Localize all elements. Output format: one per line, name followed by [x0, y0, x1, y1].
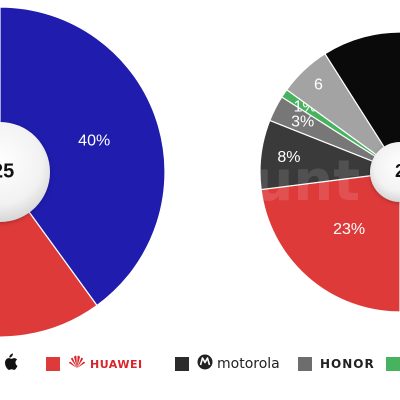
center-label: 2025: [0, 160, 14, 182]
legend-swatch: [175, 357, 189, 371]
data-label: 40%: [78, 133, 110, 150]
legend-swatch: [298, 357, 312, 371]
legend-label: HUAWEI: [90, 357, 143, 371]
pie-chart-left: 40% 2025: [0, 6, 166, 338]
pie-slice: [324, 31, 400, 174]
pie-slice: [0, 6, 166, 307]
motorola-logo-icon: [197, 354, 213, 375]
legend-swatch: [46, 357, 60, 371]
legend-swatch: [386, 357, 400, 371]
pie-slice: [260, 171, 400, 313]
data-label: 8%: [277, 149, 300, 166]
legend-item-other: [386, 350, 400, 378]
legend-label: motorola: [217, 356, 280, 372]
apple-logo-icon: [2, 353, 18, 376]
legend-item-motorola: motorola: [175, 350, 280, 378]
data-label: 6: [314, 77, 323, 94]
pie-center: [0, 122, 50, 222]
legend: HUAWEI motorola HONOR: [0, 350, 400, 378]
data-label: 3%: [291, 114, 314, 131]
legend-item-honor: HONOR: [298, 350, 375, 378]
pie-chart-right: 23%8%3%1%62: [259, 31, 400, 313]
legend-item-apple: [0, 350, 18, 378]
pie-center: [370, 142, 400, 202]
huawei-logo-icon: [68, 355, 86, 374]
legend-item-huawei: HUAWEI: [46, 350, 143, 378]
watermark: ount: [215, 149, 360, 214]
legend-label: HONOR: [320, 357, 375, 371]
data-label: 23%: [333, 221, 365, 238]
center-label: 2: [395, 161, 400, 181]
